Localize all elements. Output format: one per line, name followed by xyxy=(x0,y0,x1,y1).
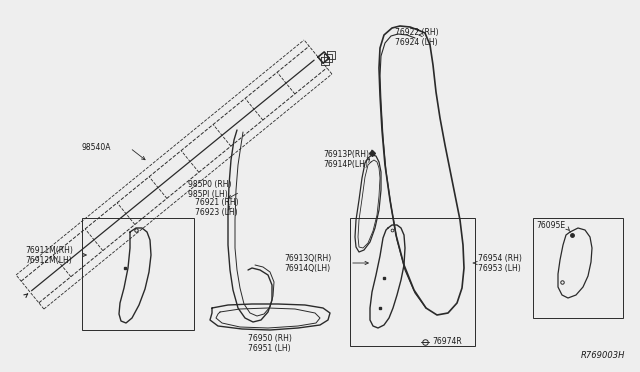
Text: 76951 (LH): 76951 (LH) xyxy=(248,343,291,353)
Text: 76954 (RH): 76954 (RH) xyxy=(478,253,522,263)
Bar xyxy=(350,218,475,346)
Text: 98540A: 98540A xyxy=(82,144,111,153)
Text: 76095E: 76095E xyxy=(536,221,565,230)
Text: 76913Q(RH): 76913Q(RH) xyxy=(284,253,332,263)
Text: 76950 (RH): 76950 (RH) xyxy=(248,334,292,343)
Bar xyxy=(533,218,623,318)
Text: 76911M(RH): 76911M(RH) xyxy=(25,246,73,254)
Text: 76914Q(LH): 76914Q(LH) xyxy=(284,263,330,273)
Text: R769003H: R769003H xyxy=(580,351,625,360)
Text: 76913P(RH): 76913P(RH) xyxy=(323,151,369,160)
Text: 76922 (RH): 76922 (RH) xyxy=(395,28,438,36)
Text: 76912M(LH): 76912M(LH) xyxy=(25,256,72,264)
Text: 76953 (LH): 76953 (LH) xyxy=(478,263,521,273)
Text: 76974R: 76974R xyxy=(432,337,461,346)
Text: 76924 (LH): 76924 (LH) xyxy=(395,38,438,46)
Text: 76923 (LH): 76923 (LH) xyxy=(195,208,237,217)
Text: 76914P(LH): 76914P(LH) xyxy=(323,160,368,170)
Text: 76921 (RH): 76921 (RH) xyxy=(195,198,239,206)
Text: 985P0 (RH): 985P0 (RH) xyxy=(188,180,232,189)
Text: 985PI (LH): 985PI (LH) xyxy=(188,190,228,199)
Bar xyxy=(82,218,194,330)
